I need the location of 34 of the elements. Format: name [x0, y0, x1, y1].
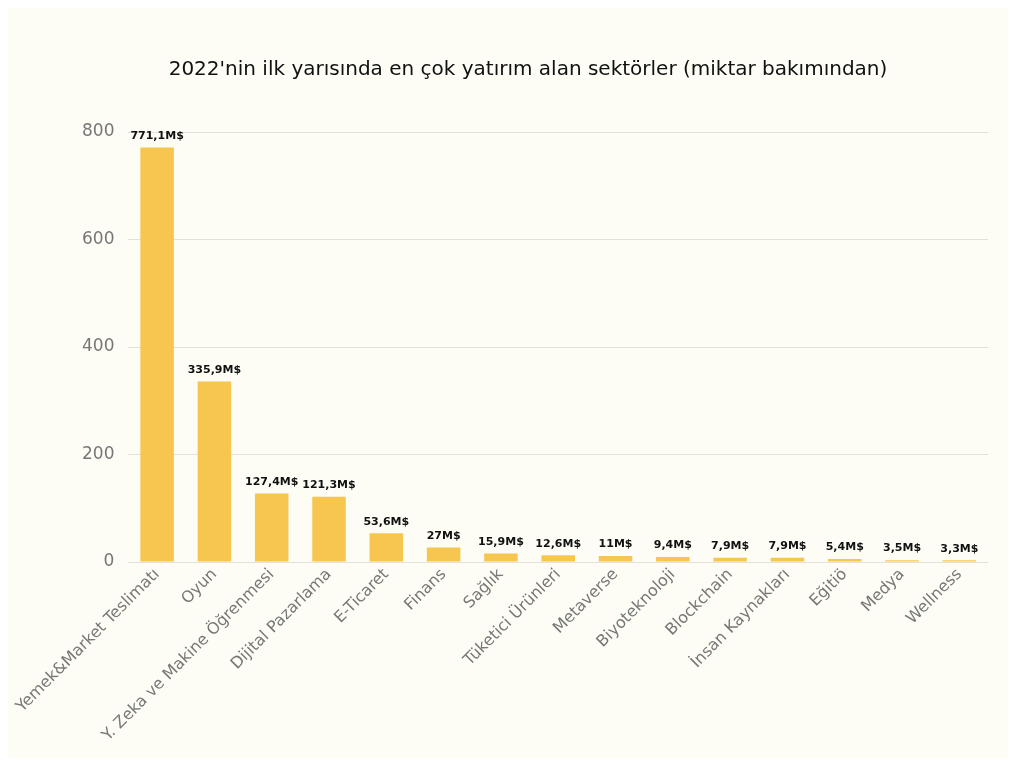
y-tick-label: 400: [81, 335, 115, 356]
data-label: 9,4M$: [653, 538, 692, 552]
bar: [254, 493, 289, 562]
data-label: 53,6M$: [363, 514, 410, 528]
data-label: 27M$: [426, 528, 461, 542]
bar: [713, 557, 747, 562]
bar: [656, 556, 690, 562]
data-label: 127,4M$: [245, 474, 299, 488]
bar: [541, 555, 575, 562]
bar: [770, 557, 805, 562]
bar: [369, 533, 404, 562]
bar: [484, 553, 518, 562]
data-label: 3,5M$: [883, 541, 922, 555]
data-label: 3,3M$: [940, 541, 979, 555]
bar: [598, 556, 633, 562]
bar: [426, 547, 461, 562]
data-label: 7,9M$: [768, 539, 807, 553]
data-label: 11M$: [598, 537, 633, 551]
data-label: 12,6M$: [535, 536, 582, 550]
data-label: 15,9M$: [478, 534, 524, 548]
bar: [312, 496, 346, 562]
bar: [197, 381, 232, 562]
bar: [140, 147, 174, 562]
chart-title: 2022'nin ilk yarısında en çok yatırım alan sektörler (miktar bakımından): [168, 56, 888, 81]
data-label: 5,4M$: [825, 540, 864, 554]
y-tick-label: 200: [81, 442, 115, 463]
y-tick-label: 800: [81, 120, 115, 141]
y-tick-label: 600: [81, 227, 115, 248]
data-label: 121,3M$: [302, 478, 356, 492]
y-tick-label: 0: [103, 550, 115, 571]
bar: [827, 559, 862, 562]
data-label: 771,1M$: [130, 128, 184, 142]
data-label: 7,9M$: [711, 539, 750, 553]
data-label: 335,9M$: [187, 362, 242, 376]
